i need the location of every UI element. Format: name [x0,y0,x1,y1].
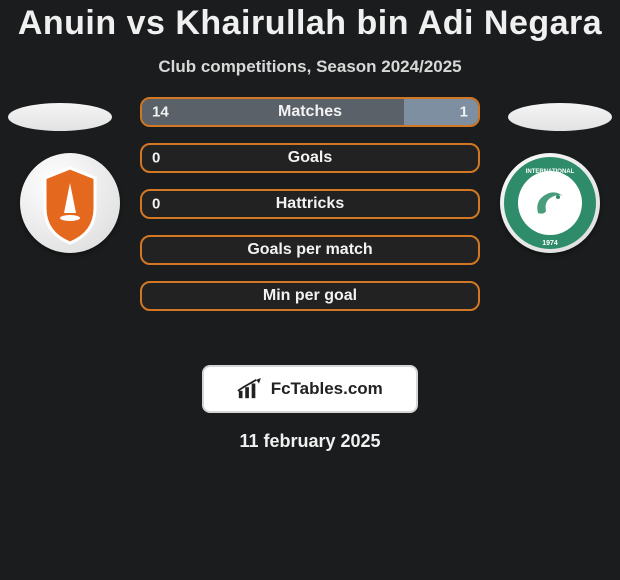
brand-label: FcTables.com [271,379,383,399]
stat-bar: Goals 0 [140,143,480,173]
stat-bar: Matches 14 1 [140,97,480,127]
svg-text:1974: 1974 [542,240,558,247]
crest-left [20,153,120,253]
svg-text:INTERNATIONAL: INTERNATIONAL [526,169,575,175]
fill-left [142,99,404,125]
date-label: 11 february 2025 [0,431,620,452]
stat-label: Goals per match [247,241,372,259]
stat-bar: Hattricks 0 [140,189,480,219]
page-title: Anuin vs Khairullah bin Adi Negara [0,0,620,43]
shield-icon [20,153,120,253]
stat-value-left: 0 [152,196,160,213]
stat-label: Goals [288,149,332,167]
stat-label: Hattricks [276,195,344,213]
stat-bars: Matches 14 1 Goals 0 Hattricks 0 Goals per matc… [140,97,480,327]
stat-bar: Min per goal [140,281,480,311]
brand-box[interactable]: FcTables.com [202,365,418,413]
comparison-stage: INTERNATIONAL 1974 Matches141Goals0Hattr… [0,97,620,357]
club-badge-icon: INTERNATIONAL 1974 [500,153,600,253]
crest-right: INTERNATIONAL 1974 [500,153,600,253]
stat-label: Min per goal [263,287,357,305]
stat-label: Matches [278,103,342,121]
stat-value-right: 1 [460,104,468,121]
ellipse-right [508,103,612,131]
ellipse-left [8,103,112,131]
chart-icon [237,378,265,400]
stat-bar: Goals per match [140,235,480,265]
stat-value-left: 0 [152,150,160,167]
stat-value-left: 14 [152,104,169,121]
subtitle: Club competitions, Season 2024/2025 [0,57,620,77]
